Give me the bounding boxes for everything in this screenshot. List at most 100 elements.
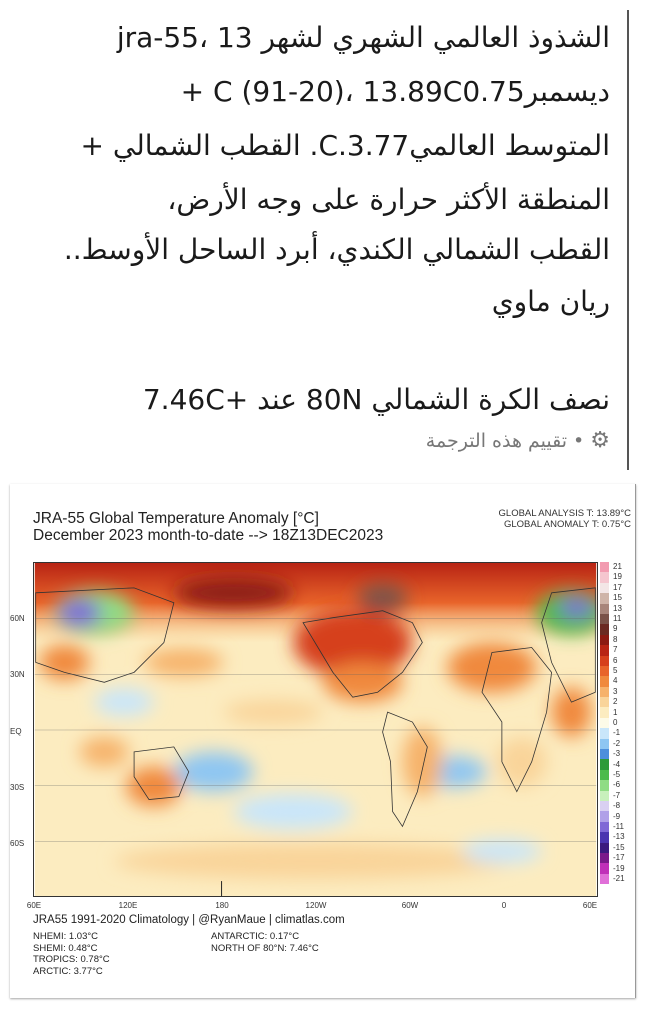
colorbar-swatch [600,749,609,760]
colorbar-label: 9 [613,624,618,634]
lat-label: 30N [10,670,25,679]
colorbar-swatch [600,634,609,646]
colorbar-swatch [600,686,609,698]
gear-icon[interactable]: ⚙ [590,428,610,453]
colorbar-label: -15 [613,842,625,852]
colorbar-label: -17 [613,853,625,863]
colorbar-swatch [600,665,609,677]
colorbar-label: -21 [613,874,625,883]
divider [627,10,629,470]
colorbar-label: 19 [613,572,622,582]
colorbar-swatch [600,562,609,573]
global-analysis: GLOBAL ANALYSIS T: 13.89°C [498,508,631,519]
colorbar-label: -6 [613,780,621,790]
stats-left: NHEMI: 1.03°C SHEMI: 0.48°C TROPICS: 0.7… [33,931,110,977]
bullet: • [573,429,585,452]
colorbar-label: 11 [613,614,622,623]
colorbar-swatch [600,832,609,843]
lon-label: 0 [501,901,507,910]
colorbar-swatch [600,624,609,635]
colorbar-label: 17 [613,582,622,592]
colorbar-swatch [600,655,609,666]
colorbar-swatch [600,821,609,833]
colorbar-swatch [600,790,609,801]
lon-label: 180 [215,901,229,910]
colorbar-label: -19 [613,863,625,873]
colorbar-swatch [600,738,609,750]
colorbar-swatch [600,780,609,791]
colorbar-swatch [600,613,609,625]
global-anomaly: GLOBAL ANOMALY T: 0.75°C [503,519,631,530]
lon-label: 60E [582,901,598,910]
coastlines [35,587,596,828]
translated-post: الشذوذ العالمي الشهري لشهر 13 ،jra-55 دي… [0,0,650,475]
map-title: JRA-55 Global Temperature Anomaly [°C] [33,510,319,527]
post-text-line: نصف الكرة الشمالي 80N عند +7.46C [142,383,610,416]
colorbar-swatch [600,572,609,583]
lat-label: 60S [10,839,25,848]
colorbar-label: -2 [613,738,621,748]
colorbar-swatch [600,717,609,729]
post-text-line: ريان ماوي [491,285,610,318]
colorbar-label: 21 [613,562,622,571]
colorbar-label: -4 [613,759,621,769]
colorbar-swatch [600,800,609,812]
stat-north-of-80n: NORTH OF 80°N: 7.46°C [211,942,319,954]
colorbar-label: -1 [613,728,621,738]
colorbar-swatch [600,593,609,604]
colorbar-swatch [600,769,609,781]
colorbar-swatch [600,603,609,614]
post-text-line: المتوسط العالميC.3.77. القطب الشمالي + [80,129,610,162]
colorbar-label: -7 [613,790,621,800]
post-text-line: ديسمبرC (91-20)، 13.89C0.75 + [180,75,610,108]
colorbar-label: -5 [613,770,621,779]
post-text-line: المنطقة الأكثر حرارة على وجه الأرض، [167,183,610,216]
colorbar-swatch [600,676,609,687]
lat-label: EQ [10,727,22,736]
colorbar-swatch [600,873,609,885]
colorbar-label: -11 [613,822,624,831]
stat-shemi: SHEMI: 0.48°C [33,942,98,954]
colorbar-label: 0 [613,718,618,727]
map-subtitle: December 2023 month-to-date --> 18Z13DEC… [33,527,384,544]
colorbar-label: 2 [613,697,618,707]
colorbar-label: 1 [613,707,618,717]
colorbar-label: 5 [613,666,618,675]
rate-translation-link[interactable]: ⚙ • تقييم هذه الترجمة [426,428,610,453]
colorbar-swatch [600,842,609,853]
lon-label: 120W [305,901,327,910]
map-source: JRA55 1991-2020 Climatology | @RyanMaue … [33,914,345,926]
colorbar-label: 4 [613,676,618,686]
stats-right: ANTARCTIC: 0.17°C NORTH OF 80°N: 7.46°C [211,931,319,954]
stat-nhemi: NHEMI: 1.03°C [33,931,99,942]
colorbar-swatch [600,645,609,656]
colorbar-label: -3 [613,749,621,759]
stat-arctic: ARCTIC: 3.77°C [33,965,103,977]
colorbar [600,562,609,885]
colorbar-label: -13 [613,832,625,842]
colorbar-label: 8 [613,634,618,644]
post-text-line: الشذوذ العالمي الشهري لشهر 13 ،jra-55 [116,21,610,54]
colorbar-label: 6 [613,655,618,665]
lat-label: 30S [10,783,25,792]
post-text-line: القطب الشمالي الكندي، أبرد الساحل الأوسط… [63,233,610,266]
lon-label: 60W [401,901,419,910]
colorbar-label: 7 [613,645,618,655]
lon-label: 60E [26,901,42,910]
colorbar-label: 15 [613,593,622,603]
lon-label: 120E [118,901,138,910]
colorbar-swatch [600,863,609,874]
anomaly-map-image[interactable]: JRA-55 Global Temperature Anomaly [°C] D… [10,484,636,998]
anomaly-map [33,562,598,897]
colorbar-label: -8 [613,801,621,811]
colorbar-label: 3 [613,686,618,696]
lat-label: 60N [10,614,25,623]
colorbar-swatch [600,582,609,594]
colorbar-swatch [600,707,609,718]
colorbar-label: 13 [613,603,622,613]
stat-tropics: TROPICS: 0.78°C [33,954,110,965]
colorbar-swatch [600,697,609,708]
colorbar-swatch [600,728,609,739]
stat-antarctic: ANTARCTIC: 0.17°C [211,931,300,942]
colorbar-swatch [600,811,609,822]
